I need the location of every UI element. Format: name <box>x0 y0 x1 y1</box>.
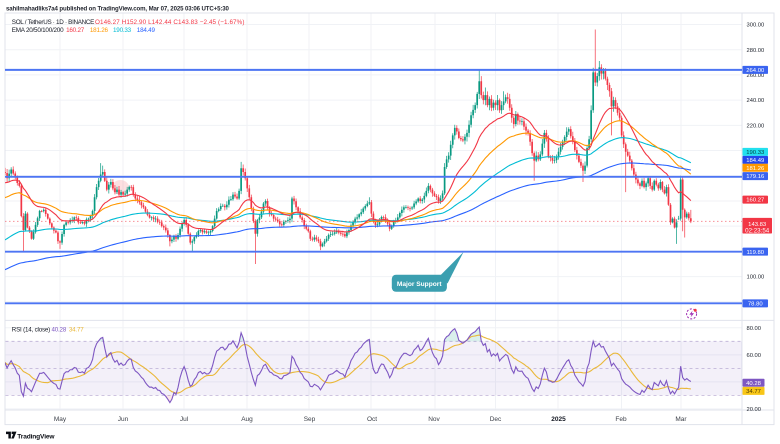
svg-text:Major Support: Major Support <box>397 281 442 288</box>
svg-text:260.00: 260.00 <box>747 73 765 79</box>
svg-text:181.26: 181.26 <box>746 166 765 172</box>
svg-text:SOL / TetherUS · 1D · BINANCEO: SOL / TetherUS · 1D · BINANCEO146.27 H15… <box>12 19 245 26</box>
svg-text:190.33: 190.33 <box>746 150 765 156</box>
svg-text:TradingView: TradingView <box>17 433 55 440</box>
svg-text:02:23:54: 02:23:54 <box>745 228 770 235</box>
svg-text:100.00: 100.00 <box>747 275 765 281</box>
svg-text:40.28: 40.28 <box>746 381 761 387</box>
svg-text:sahilmahadliks7a4 published on: sahilmahadliks7a4 published on TradingVi… <box>6 5 230 12</box>
svg-text:300.00: 300.00 <box>747 23 765 29</box>
svg-text:220.00: 220.00 <box>747 123 765 129</box>
svg-text:20.00: 20.00 <box>747 407 762 413</box>
svg-text:143.83: 143.83 <box>748 222 767 228</box>
svg-text:179.16: 179.16 <box>746 174 765 180</box>
svg-text:Feb: Feb <box>615 416 627 423</box>
svg-text:Mar: Mar <box>675 416 687 423</box>
svg-text:184.49: 184.49 <box>746 158 764 164</box>
svg-text:240.00: 240.00 <box>747 98 765 104</box>
svg-text:2025: 2025 <box>551 416 566 423</box>
svg-text:Dec: Dec <box>490 416 502 423</box>
svg-text:Sep: Sep <box>304 416 316 423</box>
svg-text:78.80: 78.80 <box>748 301 763 307</box>
svg-text:Jul: Jul <box>180 416 189 423</box>
svg-text:34.77: 34.77 <box>746 389 761 395</box>
svg-text:280.00: 280.00 <box>747 48 765 54</box>
svg-text:Oct: Oct <box>367 416 377 423</box>
svg-text:Nov: Nov <box>428 416 440 423</box>
svg-text:119.80: 119.80 <box>746 250 764 256</box>
svg-text:80.00: 80.00 <box>747 326 762 332</box>
svg-text:May: May <box>54 416 67 423</box>
svg-text:160.27: 160.27 <box>746 198 764 204</box>
svg-text:264.00: 264.00 <box>746 68 765 74</box>
svg-text:Jun: Jun <box>118 416 129 423</box>
svg-text:Aug: Aug <box>241 416 253 423</box>
svg-text:60.00: 60.00 <box>747 353 762 359</box>
